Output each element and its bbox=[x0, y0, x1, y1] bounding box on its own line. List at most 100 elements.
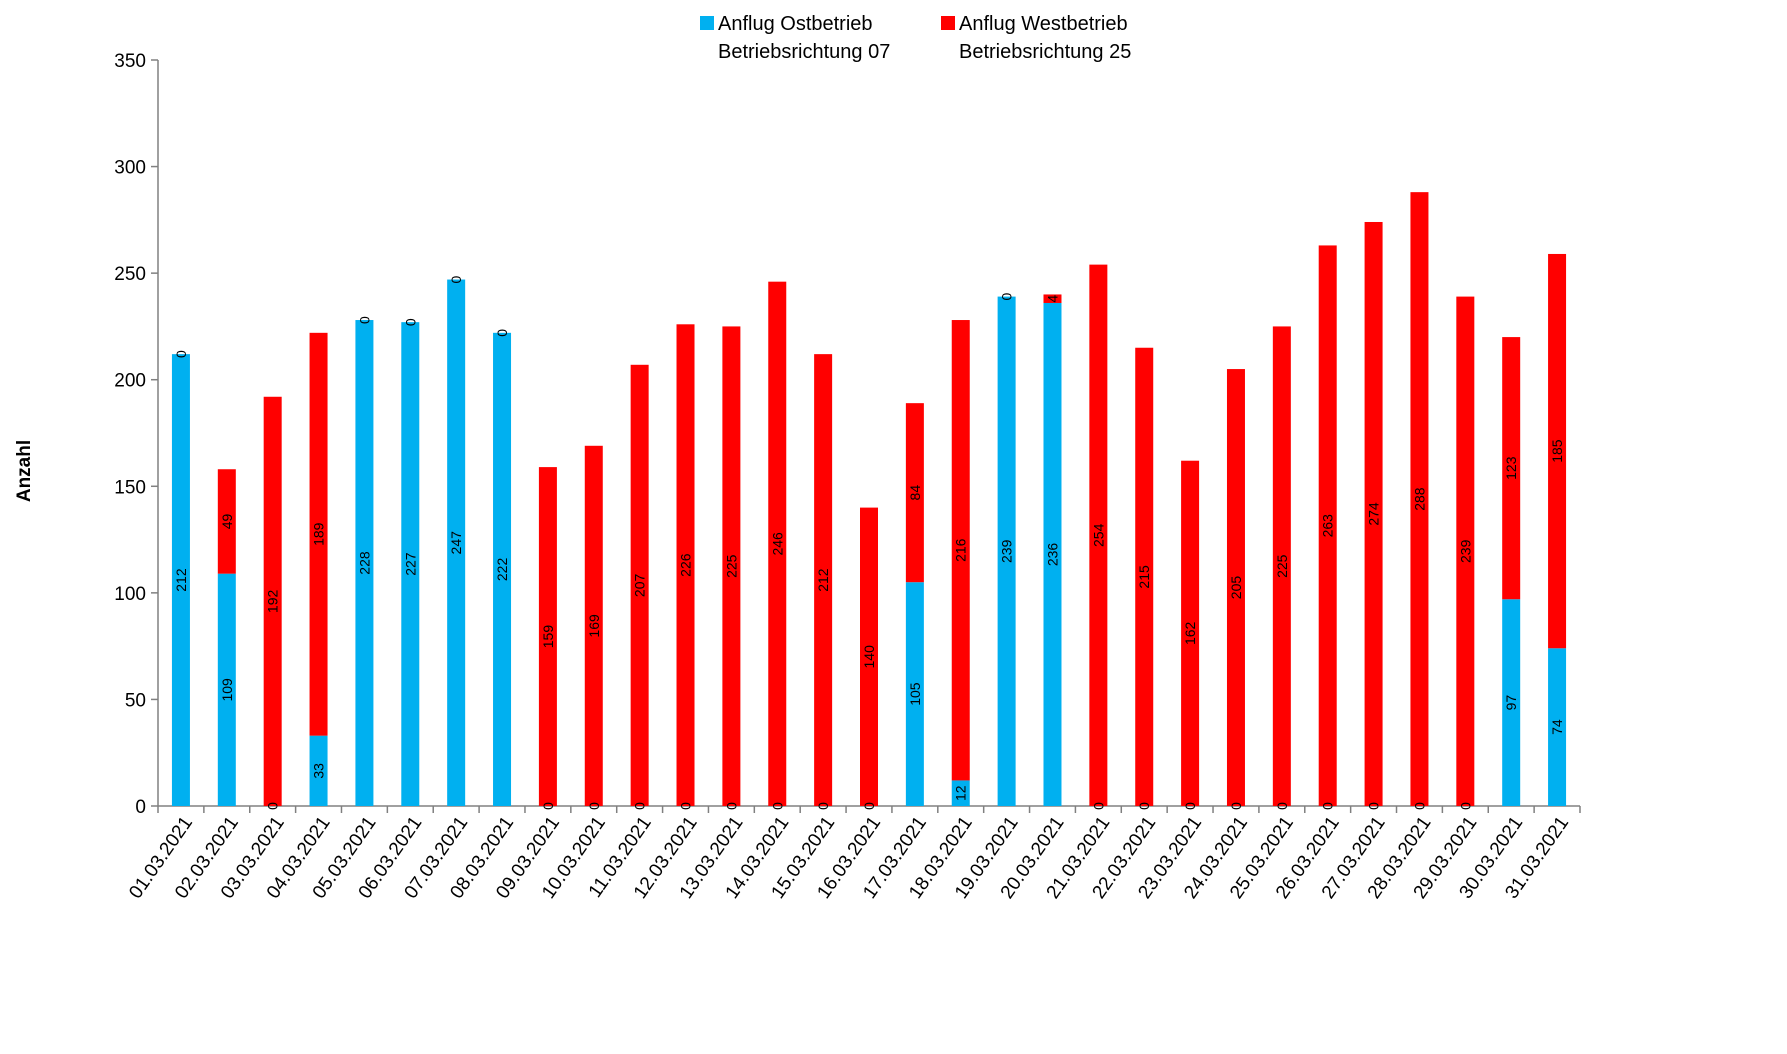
data-label-ostbetrieb: 97 bbox=[1503, 695, 1519, 711]
x-axis: 01.03.202102.03.202103.03.202104.03.2021… bbox=[125, 805, 1581, 903]
y-tick-label: 150 bbox=[114, 477, 146, 498]
bar-ostbetrieb bbox=[447, 279, 466, 807]
bar-westbetrieb bbox=[1410, 192, 1429, 807]
data-label-ostbetrieb: 0 bbox=[815, 802, 831, 810]
data-label-ostbetrieb: 0 bbox=[1274, 802, 1290, 810]
legend-label-westbetrieb-line1: Anflug Westbetrieb bbox=[959, 13, 1128, 35]
data-label-westbetrieb: 216 bbox=[953, 538, 969, 562]
data-label-westbetrieb: 239 bbox=[1457, 539, 1473, 563]
data-label-westbetrieb: 263 bbox=[1320, 514, 1336, 538]
data-label-ostbetrieb: 0 bbox=[678, 802, 694, 810]
data-label-westbetrieb: 0 bbox=[494, 329, 510, 337]
bar-westbetrieb bbox=[722, 326, 741, 806]
data-label-westbetrieb: 185 bbox=[1549, 439, 1565, 463]
y-tick-label: 200 bbox=[114, 371, 146, 392]
data-label-westbetrieb: 274 bbox=[1366, 502, 1382, 526]
bar-westbetrieb bbox=[676, 324, 695, 806]
bar-westbetrieb bbox=[1364, 221, 1383, 806]
data-label-ostbetrieb: 228 bbox=[356, 551, 372, 575]
data-label-westbetrieb: 0 bbox=[448, 275, 464, 283]
bar-westbetrieb bbox=[1318, 245, 1337, 807]
data-label-ostbetrieb: 0 bbox=[1136, 802, 1152, 810]
bar-westbetrieb bbox=[538, 467, 557, 806]
data-label-ostbetrieb: 0 bbox=[1411, 802, 1427, 810]
data-label-westbetrieb: 4 bbox=[1044, 295, 1060, 303]
bar-westbetrieb bbox=[1135, 347, 1154, 806]
data-label-ostbetrieb: 0 bbox=[769, 802, 785, 810]
bar-ostbetrieb bbox=[309, 735, 328, 806]
bar-ostbetrieb bbox=[997, 296, 1016, 806]
data-label-westbetrieb: 0 bbox=[402, 318, 418, 326]
data-label-ostbetrieb: 227 bbox=[402, 552, 418, 576]
bar-ostbetrieb bbox=[171, 354, 190, 806]
data-label-ostbetrieb: 105 bbox=[907, 682, 923, 706]
bar-westbetrieb bbox=[905, 403, 924, 583]
bar-ostbetrieb bbox=[401, 322, 420, 806]
y-axis: 0 50 100 150 200 250 300 350 bbox=[114, 51, 159, 818]
bar-ostbetrieb bbox=[355, 320, 374, 806]
bar-westbetrieb bbox=[1181, 460, 1200, 806]
data-label-westbetrieb: 192 bbox=[265, 589, 281, 613]
data-label-ostbetrieb: 0 bbox=[1457, 802, 1473, 810]
data-label-westbetrieb: 254 bbox=[1090, 523, 1106, 547]
bar-ostbetrieb bbox=[951, 780, 970, 806]
bar-ostbetrieb bbox=[217, 573, 236, 806]
data-label-ostbetrieb: 0 bbox=[1366, 802, 1382, 810]
legend-label-ostbetrieb-line2: Betriebsrichtung 07 bbox=[718, 41, 891, 63]
data-label-westbetrieb: 226 bbox=[678, 553, 694, 577]
legend-swatch-westbetrieb bbox=[941, 16, 955, 30]
legend-label-ostbetrieb: Anflug Ostbetrieb Betriebsrichtung 07 bbox=[718, 10, 890, 66]
data-label-westbetrieb: 0 bbox=[356, 316, 372, 324]
bar-westbetrieb bbox=[309, 332, 328, 736]
data-label-ostbetrieb: 0 bbox=[1090, 802, 1106, 810]
legend-label-westbetrieb: Anflug Westbetrieb Betriebsrichtung 25 bbox=[959, 10, 1131, 66]
bar-westbetrieb bbox=[1456, 296, 1475, 806]
y-tick-label: 250 bbox=[114, 264, 146, 285]
data-label-ostbetrieb: 239 bbox=[999, 539, 1015, 563]
data-label-westbetrieb: 162 bbox=[1182, 621, 1198, 645]
data-label-ostbetrieb: 33 bbox=[311, 763, 327, 779]
data-label-westbetrieb: 212 bbox=[815, 568, 831, 592]
legend-label-westbetrieb-line2: Betriebsrichtung 25 bbox=[959, 41, 1132, 63]
bar-ostbetrieb bbox=[1548, 648, 1567, 806]
data-labels: 212 0 109 49 0 192 33 189 228 0 227 0 247 0 222 0 0 159 0 1… bbox=[173, 275, 1565, 809]
data-label-westbetrieb: 246 bbox=[769, 532, 785, 556]
bar-westbetrieb bbox=[1226, 369, 1245, 806]
data-label-ostbetrieb: 236 bbox=[1044, 543, 1060, 567]
bar-westbetrieb bbox=[1272, 326, 1291, 806]
bars bbox=[171, 192, 1567, 807]
data-label-westbetrieb: 225 bbox=[723, 554, 739, 578]
bar-ostbetrieb bbox=[1502, 599, 1521, 806]
bar-westbetrieb bbox=[860, 507, 878, 806]
data-label-westbetrieb: 0 bbox=[173, 350, 189, 358]
data-label-ostbetrieb: 0 bbox=[1320, 802, 1336, 810]
bar-westbetrieb bbox=[814, 354, 833, 806]
data-label-westbetrieb: 84 bbox=[907, 485, 923, 501]
bar-westbetrieb bbox=[1502, 337, 1521, 600]
bar-westbetrieb bbox=[630, 364, 649, 806]
data-label-westbetrieb: 215 bbox=[1136, 565, 1152, 589]
bar-ostbetrieb bbox=[905, 582, 924, 806]
data-label-ostbetrieb: 12 bbox=[953, 785, 969, 801]
data-label-westbetrieb: 225 bbox=[1274, 554, 1290, 578]
bar-ostbetrieb bbox=[1043, 302, 1062, 806]
data-label-ostbetrieb: 0 bbox=[1228, 802, 1244, 810]
bar-westbetrieb bbox=[217, 469, 236, 574]
bar-ostbetrieb bbox=[493, 332, 512, 806]
data-label-westbetrieb: 189 bbox=[311, 522, 327, 546]
data-label-westbetrieb: 49 bbox=[219, 513, 235, 529]
y-tick-label: 350 bbox=[114, 51, 146, 72]
data-label-westbetrieb: 288 bbox=[1411, 487, 1427, 511]
data-label-westbetrieb: 0 bbox=[999, 292, 1015, 300]
data-label-ostbetrieb: 212 bbox=[173, 568, 189, 592]
bar-westbetrieb bbox=[584, 445, 603, 806]
data-label-westbetrieb: 205 bbox=[1228, 576, 1244, 600]
data-label-ostbetrieb: 0 bbox=[723, 802, 739, 810]
y-tick-label: 300 bbox=[114, 158, 146, 179]
data-label-ostbetrieb: 0 bbox=[1182, 802, 1198, 810]
data-label-westbetrieb: 159 bbox=[540, 625, 556, 649]
data-label-ostbetrieb: 0 bbox=[586, 802, 602, 810]
y-axis-label: Anzahl bbox=[14, 440, 35, 502]
data-label-ostbetrieb: 0 bbox=[632, 802, 648, 810]
